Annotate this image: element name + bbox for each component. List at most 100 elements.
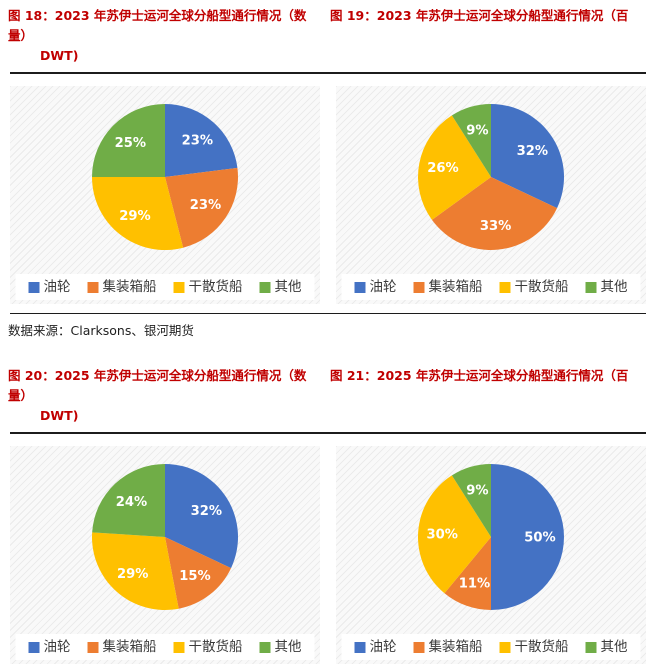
legend-item-油轮: 油轮	[354, 279, 397, 295]
legend-label: 干散货船	[514, 639, 569, 655]
legend-swatch-icon	[28, 281, 40, 293]
chart-panel-fig19: 32% 33% 26% 9% 油轮 集装箱船 干散货船 其他	[336, 86, 646, 304]
pie-slice-干散货船	[92, 177, 184, 250]
pie-chart: 32% 33% 26% 9%	[418, 104, 564, 250]
pie-slice-干散货船	[418, 475, 491, 594]
legend-swatch-icon	[499, 281, 511, 293]
figure-title-row: 图 20：2025 年苏伊士运河全球分船型通行情况（数量） DWT) 图 21：…	[0, 360, 656, 426]
legend-item-其他: 其他	[585, 279, 628, 295]
pie-slice-集装箱船	[444, 537, 491, 610]
legend-label: 干散货船	[188, 279, 243, 295]
pie-chart: 50% 11% 30% 9%	[418, 464, 564, 610]
legend-item-其他: 其他	[259, 279, 302, 295]
pie-data-label: 29%	[119, 209, 150, 224]
figure-title-fig18-line2: DWT)	[40, 48, 79, 63]
chart-legend: 油轮 集装箱船 干散货船 其他	[341, 634, 641, 660]
legend-item-干散货船: 干散货船	[499, 279, 569, 295]
pie-slice-集装箱船	[165, 167, 238, 248]
chart-panel-fig21: 50% 11% 30% 9% 油轮 集装箱船 干散货船 其他	[336, 446, 646, 664]
legend-item-集装箱船: 集装箱船	[87, 280, 157, 294]
pie-slice-其他	[451, 464, 491, 537]
legend-label: 其他	[600, 279, 628, 295]
source-divider	[10, 313, 646, 314]
figure-section-2023: 图 18：2023 年苏伊士运河全球分船型通行情况（数量） DWT) 图 19：…	[0, 0, 656, 338]
pie-chart: 32% 15% 29% 24%	[92, 464, 238, 610]
legend-swatch-icon	[259, 281, 271, 293]
legend-item-油轮: 油轮	[28, 279, 71, 295]
legend-swatch-icon	[585, 641, 597, 653]
pie-slice-集装箱船	[165, 537, 232, 609]
pie-chart: 23% 23% 29% 25%	[92, 104, 238, 250]
pie-slice-油轮	[165, 464, 238, 569]
pie-data-label: 9%	[466, 123, 488, 138]
chart-legend: 油轮 集装箱船 干散货船 其他	[341, 274, 641, 300]
legend-swatch-icon	[173, 281, 185, 293]
figure-section-2025: 图 20：2025 年苏伊士运河全球分船型通行情况（数量） DWT) 图 21：…	[0, 360, 656, 671]
legend-label: 集装箱船	[102, 639, 157, 655]
legend-item-干散货船: 干散货船	[173, 639, 243, 655]
legend-item-油轮: 油轮	[354, 639, 397, 655]
legend-item-集装箱船: 集装箱船	[413, 279, 483, 295]
pie-data-label: 33%	[480, 219, 511, 234]
legend-item-干散货船: 干散货船	[173, 279, 243, 295]
legend-swatch-icon	[354, 641, 366, 653]
legend-label: 集装箱船	[428, 639, 483, 655]
pie-data-label: 11%	[459, 576, 490, 591]
pie-data-label: 15%	[179, 569, 210, 584]
chart-legend: 油轮 集装箱船 干散货船 其他	[15, 634, 315, 660]
pie-data-label: 24%	[116, 495, 147, 510]
pie-data-label: 23%	[190, 198, 221, 213]
legend-label: 干散货船	[514, 279, 569, 295]
legend-label: 干散货船	[188, 639, 243, 655]
pie-data-label: 50%	[524, 530, 555, 545]
legend-item-集装箱船: 集装箱船	[413, 639, 483, 655]
pie-slice-干散货船	[92, 532, 179, 610]
figure-title-fig20-line2: DWT)	[40, 408, 79, 423]
legend-swatch-icon	[259, 641, 271, 653]
pie-slice-其他	[92, 104, 165, 177]
figure-title-fig21: 图 21：2025 年苏伊士运河全球分船型通行情况（百	[330, 366, 648, 426]
legend-label: 其他	[274, 279, 302, 295]
pie-data-label: 32%	[517, 144, 548, 159]
chart-panel-fig18: 23% 23% 29% 25% 油轮 集装箱船 干散货船 其他	[10, 86, 320, 304]
legend-swatch-icon	[87, 281, 99, 293]
legend-swatch-icon	[354, 281, 366, 293]
title-divider	[10, 432, 646, 434]
chart-panel-fig20: 32% 15% 29% 24% 油轮 集装箱船 干散货船 其他	[10, 446, 320, 664]
figure-title-fig20: 图 20：2025 年苏伊士运河全球分船型通行情况（数量） DWT)	[8, 366, 330, 426]
pie-slice-其他	[92, 464, 165, 537]
legend-swatch-icon	[413, 641, 425, 653]
legend-swatch-icon	[585, 281, 597, 293]
figure-title-row: 图 18：2023 年苏伊士运河全球分船型通行情况（数量） DWT) 图 19：…	[0, 0, 656, 66]
figure-title-fig18: 图 18：2023 年苏伊士运河全球分船型通行情况（数量） DWT)	[8, 6, 330, 66]
figure-title-fig20-line1: 图 20：2025 年苏伊士运河全球分船型通行情况（数量）	[8, 368, 307, 403]
chart-legend: 油轮 集装箱船 干散货船 其他	[15, 274, 315, 300]
legend-label: 油轮	[369, 639, 397, 655]
legend-label: 油轮	[43, 279, 71, 295]
legend-item-其他: 其他	[585, 639, 628, 655]
legend-label: 集装箱船	[428, 279, 483, 295]
pie-slice-油轮	[491, 104, 564, 209]
legend-label: 油轮	[369, 279, 397, 295]
pie-data-label: 9%	[466, 483, 488, 498]
figure-title-fig21-line1: 图 21：2025 年苏伊士运河全球分船型通行情况（百	[330, 368, 629, 383]
pie-data-label: 23%	[182, 134, 213, 149]
legend-swatch-icon	[413, 281, 425, 293]
legend-item-其他: 其他	[259, 639, 302, 655]
legend-label: 其他	[600, 639, 628, 655]
pie-data-label: 26%	[427, 161, 458, 176]
legend-item-干散货船: 干散货船	[499, 639, 569, 655]
title-divider	[10, 72, 646, 74]
pie-slice-油轮	[165, 104, 238, 177]
legend-label: 油轮	[43, 639, 71, 655]
pie-slice-其他	[451, 104, 491, 177]
pie-slice-集装箱船	[431, 177, 558, 250]
legend-label: 其他	[274, 639, 302, 655]
charts-row-2023: 23% 23% 29% 25% 油轮 集装箱船 干散货船 其他 32% 33% 26% 9% 油轮 集装…	[0, 86, 656, 304]
pie-slice-干散货船	[418, 115, 491, 220]
pie-data-label: 29%	[117, 567, 148, 582]
figure-title-fig19-line1: 图 19：2023 年苏伊士运河全球分船型通行情况（百	[330, 8, 629, 23]
figure-title-fig19: 图 19：2023 年苏伊士运河全球分船型通行情况（百	[330, 6, 648, 66]
figure-title-fig18-line1: 图 18：2023 年苏伊士运河全球分船型通行情况（数量）	[8, 8, 307, 43]
